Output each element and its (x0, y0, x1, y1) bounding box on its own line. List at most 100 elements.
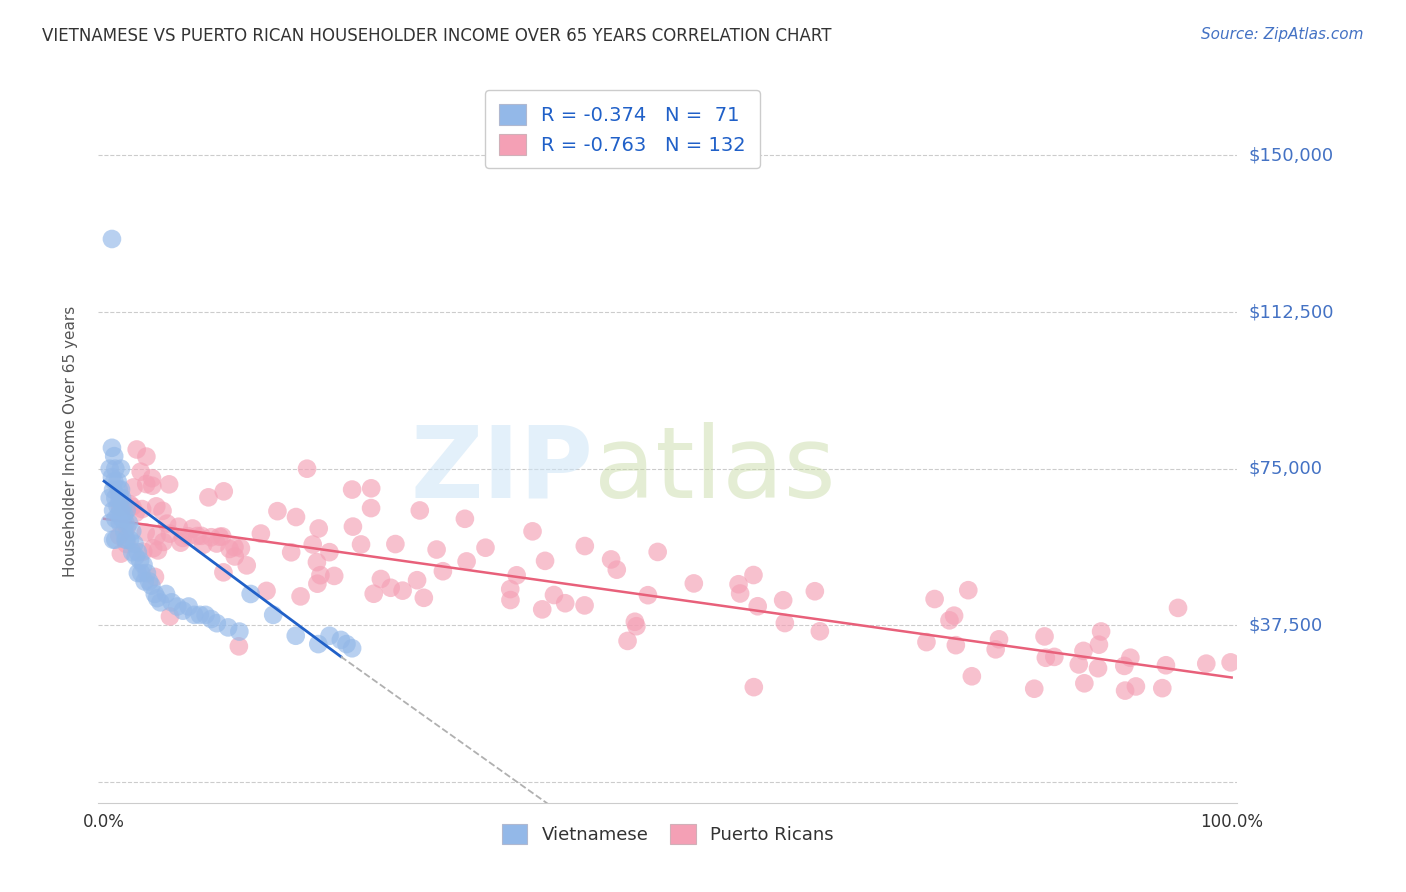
Point (135, 450, 157, 464)
Point (129, 465, 152, 479)
Point (101, 483, 124, 497)
Point (193, 538, 215, 552)
Point (808, 624, 831, 639)
Point (159, 526, 181, 541)
Point (309, 568, 332, 582)
Point (307, 637, 329, 651)
Point (1024, 681, 1046, 696)
Point (112, 508, 135, 522)
Point (1167, 601, 1189, 615)
Point (114, 516, 136, 530)
Point (107, 508, 129, 522)
Point (114, 533, 136, 547)
Point (350, 537, 373, 551)
Point (1033, 629, 1056, 643)
Point (543, 588, 565, 602)
Point (224, 549, 246, 564)
Point (370, 572, 392, 586)
Point (107, 474, 129, 488)
Point (205, 536, 228, 550)
Point (960, 669, 983, 683)
Point (115, 521, 138, 535)
Point (363, 587, 385, 601)
Text: $112,500: $112,500 (1249, 303, 1334, 321)
Point (307, 576, 329, 591)
Point (183, 607, 205, 622)
Point (211, 529, 233, 543)
Point (124, 537, 146, 551)
Point (360, 481, 382, 495)
Point (197, 491, 219, 505)
Point (121, 545, 143, 559)
Point (132, 558, 155, 572)
Point (329, 632, 352, 647)
Legend: Vietnamese, Puerto Ricans: Vietnamese, Puerto Ricans (495, 817, 841, 852)
Point (112, 524, 135, 539)
Point (112, 500, 135, 514)
Point (1087, 661, 1109, 675)
Point (194, 607, 217, 622)
Point (915, 635, 938, 649)
Point (229, 541, 252, 556)
Point (172, 604, 194, 618)
Point (121, 524, 143, 539)
Point (1088, 638, 1111, 652)
Point (101, 533, 124, 547)
Point (104, 533, 127, 547)
Point (205, 616, 228, 631)
Point (342, 519, 364, 533)
Point (108, 516, 131, 530)
Point (426, 542, 449, 557)
Point (1219, 656, 1241, 670)
Point (166, 599, 188, 614)
Point (335, 637, 357, 651)
Point (616, 634, 638, 648)
Point (160, 595, 183, 609)
Point (1154, 658, 1177, 673)
Point (129, 566, 152, 580)
Text: Source: ZipAtlas.com: Source: ZipAtlas.com (1201, 27, 1364, 42)
Point (804, 584, 827, 599)
Point (340, 483, 363, 497)
Point (110, 483, 132, 497)
Point (235, 558, 257, 573)
Point (104, 461, 127, 475)
Point (125, 442, 148, 457)
Point (984, 642, 1007, 657)
Point (360, 501, 382, 516)
Point (98, 516, 121, 530)
Point (456, 554, 478, 568)
Point (200, 612, 222, 626)
Point (186, 529, 208, 543)
Point (101, 232, 124, 246)
Point (228, 624, 250, 639)
Point (1073, 676, 1095, 690)
Point (626, 619, 648, 633)
Point (380, 581, 402, 595)
Point (318, 629, 340, 643)
Point (127, 545, 149, 559)
Point (574, 599, 596, 613)
Point (391, 583, 413, 598)
Point (146, 591, 169, 606)
Point (266, 504, 288, 518)
Point (149, 595, 172, 609)
Point (135, 566, 157, 580)
Point (142, 541, 165, 556)
Point (1152, 681, 1174, 695)
Point (285, 510, 308, 524)
Point (1125, 680, 1147, 694)
Point (121, 500, 143, 514)
Point (250, 526, 273, 541)
Text: $150,000: $150,000 (1249, 146, 1333, 164)
Point (131, 502, 153, 516)
Point (169, 535, 191, 549)
Point (727, 577, 749, 591)
Point (945, 638, 967, 652)
Point (554, 596, 576, 610)
Point (1195, 657, 1218, 671)
Point (988, 632, 1011, 647)
Point (141, 471, 163, 485)
Point (152, 535, 174, 549)
Point (454, 512, 477, 526)
